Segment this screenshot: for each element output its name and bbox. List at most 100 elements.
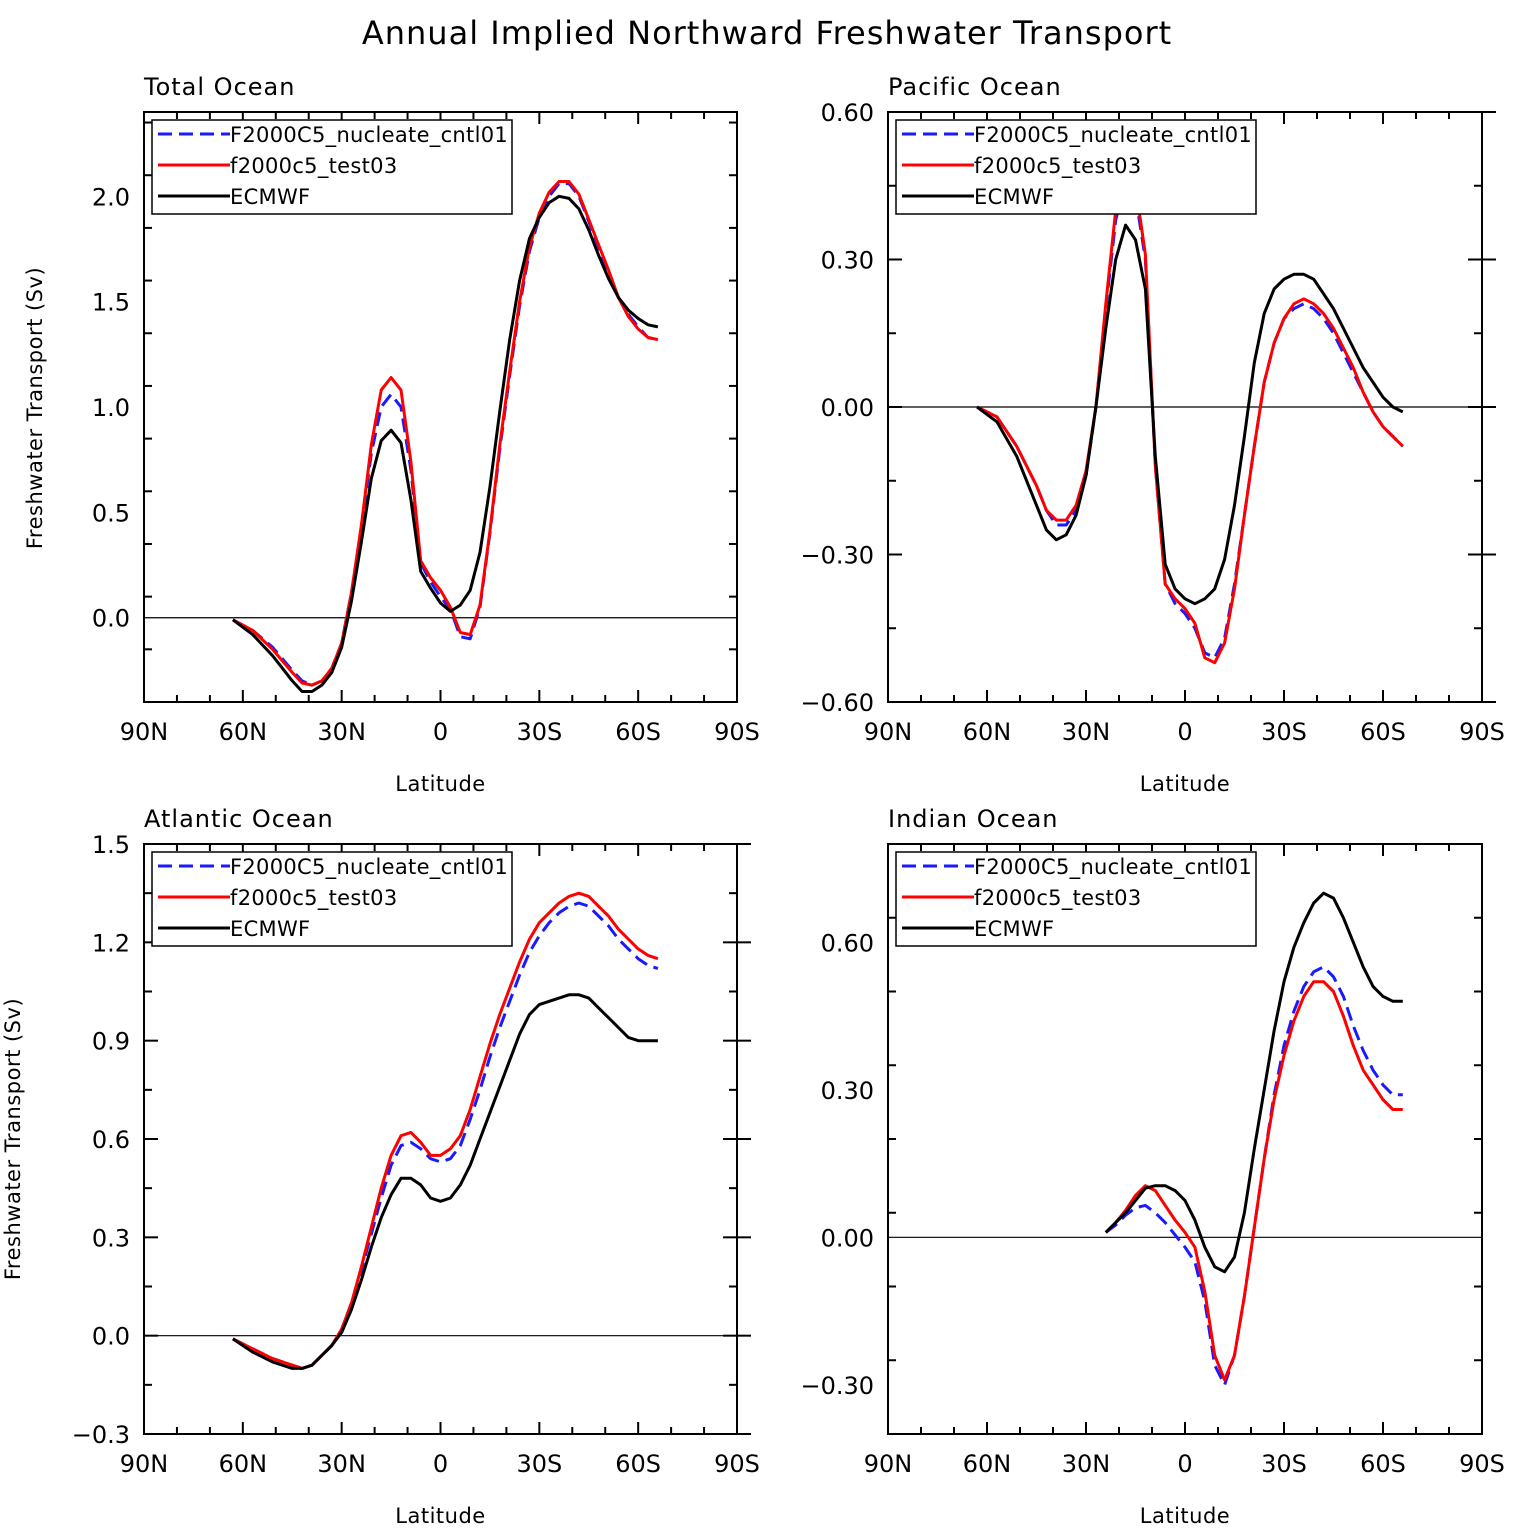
y-tick-label: 0.0: [92, 1323, 130, 1351]
legend-box: [151, 851, 513, 947]
x-tick-label: 60S: [1360, 1450, 1406, 1478]
y-tick-label: 0.6: [92, 1126, 130, 1154]
plot-frame: [887, 111, 1483, 703]
legend-label: F2000C5_nucleate_cntl01: [230, 855, 508, 880]
y-tick-label: 0.30: [821, 247, 874, 275]
plot-frame: [143, 843, 738, 1435]
x-tick-label: 60N: [963, 1450, 1012, 1478]
legend: F2000C5_nucleate_cntl01 f2000c5_test03 ECM…: [895, 119, 1257, 215]
plot-frame: [143, 111, 738, 703]
x-tick-label: 60S: [1360, 718, 1406, 746]
x-tick-label: 60N: [219, 1450, 268, 1478]
x-tick-label: 90N: [120, 718, 169, 746]
x-tick-label: 0: [433, 718, 448, 746]
series-line-ecmwf: [232, 194, 659, 693]
atlantic-ocean-panel: Atlantic Ocean 90N 60N 30N 0 30S 60S 90S −0.3 0.0…: [1, 805, 760, 1528]
y-tick-label: 0.30: [821, 1077, 874, 1105]
legend-label: ECMWF: [230, 917, 310, 941]
legend-label: ECMWF: [974, 917, 1054, 941]
legend-box: [895, 119, 1257, 215]
y-tick-label: 1.5: [92, 831, 130, 859]
pacific-ocean-panel: Pacific Ocean 90N 60N 30N 0 30S 60S 90S −0.60 −0.…: [800, 73, 1504, 796]
x-tick-label: 30S: [1261, 718, 1307, 746]
legend: F2000C5_nucleate_cntl01 f2000c5_test03 ECM…: [895, 851, 1257, 947]
x-tick-label: 90S: [714, 718, 760, 746]
x-tick-label: 60S: [615, 718, 661, 746]
legend-label: f2000c5_test03: [230, 886, 398, 911]
legend-label: f2000c5_test03: [974, 154, 1142, 179]
series-line-cntl01: [1104, 965, 1403, 1387]
y-tick-label: 0.60: [821, 929, 874, 957]
legend-label: f2000c5_test03: [974, 886, 1142, 911]
series-line-test03: [976, 169, 1404, 665]
y-tick-label: −0.30: [800, 1372, 874, 1400]
panel-title: Total Ocean: [143, 73, 295, 101]
legend-label: F2000C5_nucleate_cntl01: [974, 855, 1252, 880]
legend-label: F2000C5_nucleate_cntl01: [230, 123, 508, 148]
panel-title: Atlantic Ocean: [144, 805, 334, 833]
y-tick-label: 0.60: [821, 99, 874, 127]
y-tick-label: 1.0: [92, 394, 130, 422]
legend-label: F2000C5_nucleate_cntl01: [974, 123, 1252, 148]
x-tick-label: 90N: [864, 718, 913, 746]
y-tick-label: −0.30: [800, 542, 874, 570]
y-tick-label: 0.00: [821, 1224, 874, 1252]
y-tick-label: 0.5: [92, 499, 130, 527]
y-tick-label: 2.0: [92, 183, 130, 211]
x-tick-label: 60N: [963, 718, 1012, 746]
x-tick-label: 90S: [714, 1450, 760, 1478]
series-line-test03: [232, 180, 659, 687]
x-axis-label: Latitude: [395, 772, 485, 796]
panel-title: Pacific Ocean: [888, 73, 1062, 101]
series-line-cntl01: [976, 179, 1404, 660]
y-tick-label: 1.2: [92, 929, 130, 957]
x-tick-label: 90N: [864, 1450, 913, 1478]
legend-box: [151, 119, 513, 215]
x-tick-label: 0: [1177, 1450, 1192, 1478]
x-tick-label: 30S: [1261, 1450, 1307, 1478]
legend: F2000C5_nucleate_cntl01 f2000c5_test03 ECM…: [151, 851, 513, 947]
x-tick-label: 30S: [516, 1450, 562, 1478]
legend-label: ECMWF: [974, 185, 1054, 209]
series-line-test03: [232, 891, 659, 1370]
y-tick-label: 0.0: [92, 605, 130, 633]
x-tick-label: 90S: [1459, 718, 1505, 746]
indian-ocean-panel: Indian Ocean 90N 60N 30N 0 30S 60S 90S −0.30 0.00…: [800, 805, 1504, 1528]
series-line-cntl01: [232, 182, 659, 687]
figure-title: Annual Implied Northward Freshwater Tran…: [362, 14, 1172, 52]
x-tick-label: 30S: [516, 718, 562, 746]
series-line-ecmwf: [1104, 891, 1403, 1274]
total-ocean-panel: Total Ocean 90N 60N 30N 0 30S 60S 90S 0.0 0.5 1.0 1…: [23, 73, 760, 796]
x-tick-label: 30N: [317, 718, 366, 746]
plot-frame: [887, 843, 1483, 1435]
legend: F2000C5_nucleate_cntl01 f2000c5_test03 ECM…: [151, 119, 513, 215]
x-tick-label: 60N: [219, 718, 268, 746]
y-axis-label: Freshwater Transport (Sv): [1, 998, 25, 1280]
y-tick-label: 0.3: [92, 1224, 130, 1252]
series-line-ecmwf: [232, 993, 658, 1370]
x-tick-label: 90N: [120, 1450, 169, 1478]
legend-box: [895, 851, 1257, 947]
x-tick-label: 0: [433, 1450, 448, 1478]
x-axis-label: Latitude: [1140, 772, 1230, 796]
series-line-cntl01: [232, 901, 659, 1370]
y-tick-label: 0.9: [92, 1028, 130, 1056]
x-axis-label: Latitude: [395, 1504, 485, 1528]
y-tick-label: 1.5: [92, 289, 130, 317]
legend-label: ECMWF: [230, 185, 310, 209]
x-tick-label: 0: [1177, 718, 1192, 746]
legend-label: f2000c5_test03: [230, 154, 398, 179]
x-axis-label: Latitude: [1140, 1504, 1230, 1528]
y-tick-label: 0.00: [821, 394, 874, 422]
y-axis-label: Freshwater Transport (Sv): [23, 267, 47, 549]
series-line-ecmwf: [976, 223, 1404, 606]
x-tick-label: 60S: [615, 1450, 661, 1478]
y-tick-label: −0.60: [800, 689, 874, 717]
y-tick-label: −0.3: [72, 1421, 130, 1449]
panels-container: Total Ocean 90N 60N 30N 0 30S 60S 90S 0.0 0.5 1.0 1…: [1, 73, 1505, 1528]
x-tick-label: 30N: [1062, 718, 1111, 746]
x-tick-label: 30N: [317, 1450, 366, 1478]
x-tick-label: 30N: [1062, 1450, 1111, 1478]
x-tick-label: 90S: [1459, 1450, 1505, 1478]
